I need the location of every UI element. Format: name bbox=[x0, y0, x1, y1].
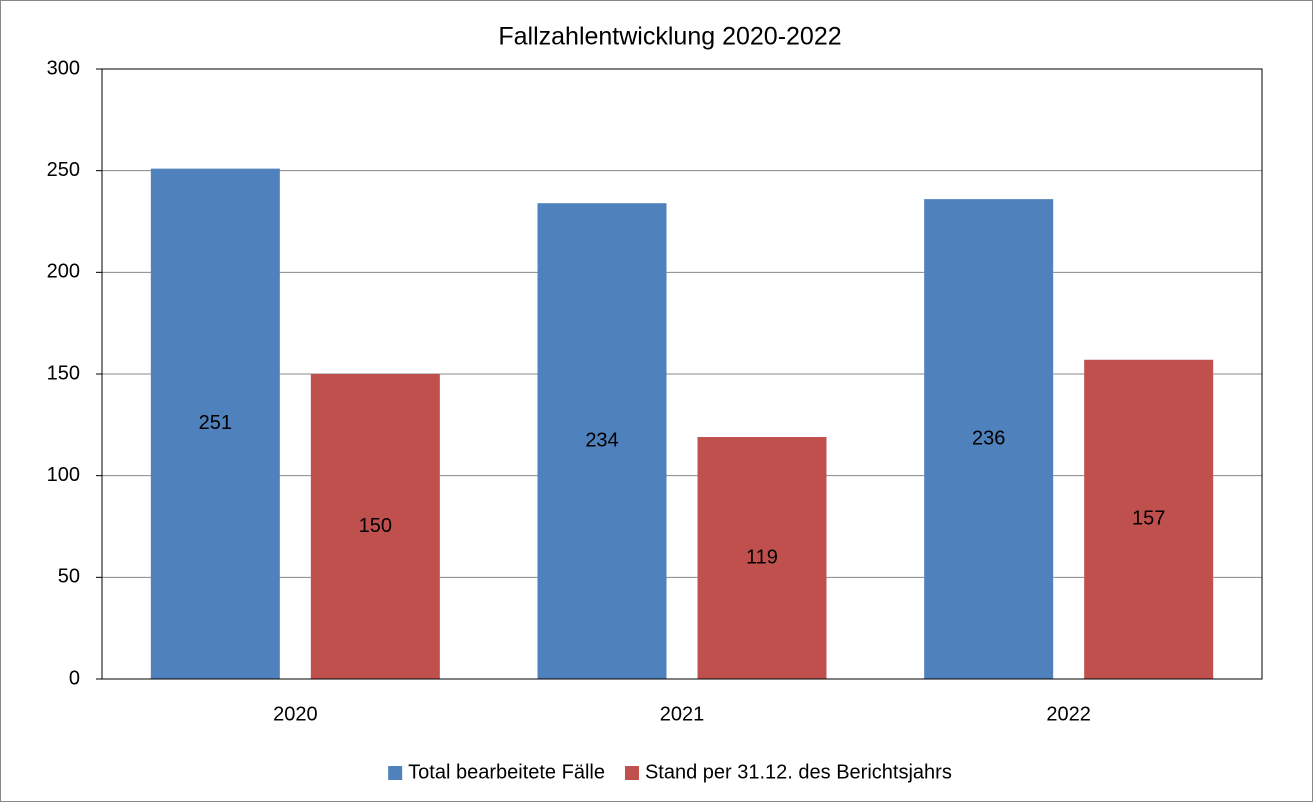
data-label: 119 bbox=[746, 546, 778, 568]
bar bbox=[924, 199, 1054, 679]
legend-label: Stand per 31.12. des Berichtsjahrs bbox=[645, 761, 952, 783]
bar bbox=[1084, 359, 1214, 679]
x-tick-label: 2020 bbox=[273, 703, 318, 725]
bar bbox=[537, 203, 667, 679]
y-tick-label: 150 bbox=[47, 362, 80, 384]
plot-frame bbox=[101, 68, 1263, 680]
legend-swatch bbox=[388, 766, 403, 780]
bar bbox=[150, 168, 280, 679]
data-label: 150 bbox=[359, 515, 392, 537]
data-label: 236 bbox=[972, 427, 1005, 449]
legend-swatch bbox=[624, 766, 639, 780]
x-tick-label: 2022 bbox=[1046, 703, 1091, 725]
data-label: 234 bbox=[585, 429, 618, 451]
bar bbox=[697, 437, 827, 679]
y-tick-label: 0 bbox=[69, 667, 80, 689]
y-tick-label: 50 bbox=[58, 566, 80, 588]
bar bbox=[310, 374, 440, 679]
chart-title: Fallzahlentwicklung 2020-2022 bbox=[498, 23, 841, 51]
y-tick-label: 100 bbox=[47, 464, 80, 486]
y-tick-label: 200 bbox=[47, 261, 80, 283]
y-tick-label: 250 bbox=[47, 159, 80, 181]
y-tick-label: 300 bbox=[47, 57, 80, 79]
data-label: 251 bbox=[199, 412, 232, 434]
data-label: 157 bbox=[1132, 508, 1165, 530]
x-tick-label: 2021 bbox=[660, 703, 705, 725]
legend-label: Total bearbeitete Fälle bbox=[408, 761, 605, 783]
